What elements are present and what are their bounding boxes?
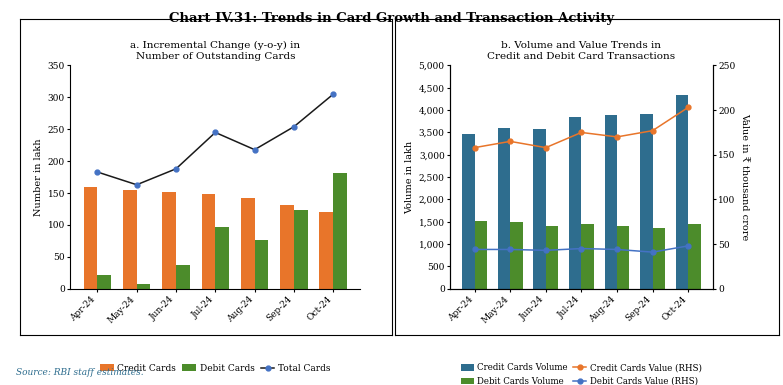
Bar [241, 198, 254, 289]
Bar [201, 194, 215, 289]
Bar [546, 226, 558, 289]
Line: Total Cards: Total Cards [95, 92, 336, 187]
Bar [334, 173, 347, 289]
Bar [582, 224, 594, 289]
Credit Cards Value (RHS) [648, 128, 657, 133]
Bar [294, 210, 308, 289]
Title: b. Volume and Value Trends in
Credit and Debit Card Transactions: b. Volume and Value Trends in Credit and… [487, 41, 676, 60]
Bar [254, 240, 269, 289]
Bar [498, 127, 511, 289]
Credit Cards Value (RHS) [612, 135, 622, 139]
Bar [84, 187, 97, 289]
Bar [215, 227, 229, 289]
Credit Cards Value (RHS) [577, 130, 586, 135]
Total Cards [171, 166, 181, 171]
Line: Credit Cards Value (RHS): Credit Cards Value (RHS) [472, 105, 691, 150]
Bar [137, 284, 150, 289]
Bar [617, 226, 630, 289]
Title: a. Incremental Change (y-o-y) in
Number of Outstanding Cards: a. Incremental Change (y-o-y) in Number … [130, 41, 301, 60]
Bar [569, 117, 582, 289]
Debit Cards Value (RHS) [506, 247, 515, 252]
Bar [474, 221, 487, 289]
Bar [533, 129, 546, 289]
Bar [652, 228, 665, 289]
Total Cards [250, 147, 259, 152]
Bar [176, 265, 189, 289]
Bar [604, 115, 617, 289]
Debit Cards Value (RHS) [541, 248, 550, 253]
Text: Chart IV.31: Trends in Card Growth and Transaction Activity: Chart IV.31: Trends in Card Growth and T… [169, 12, 614, 25]
Debit Cards Value (RHS) [684, 244, 693, 248]
Y-axis label: Volume in lakh: Volume in lakh [406, 141, 414, 214]
Total Cards [132, 182, 142, 187]
Bar [97, 275, 111, 289]
Text: Source: RBI staff estimates.: Source: RBI staff estimates. [16, 368, 143, 377]
Bar [162, 192, 176, 289]
Y-axis label: Value in ₹ thousand crore: Value in ₹ thousand crore [741, 114, 749, 241]
Legend: Credit Cards Volume, Debit Cards Volume, Credit Cards Value (RHS), Debit Cards V: Credit Cards Volume, Debit Cards Volume,… [458, 360, 705, 385]
Debit Cards Value (RHS) [577, 246, 586, 251]
Total Cards [329, 92, 338, 97]
Line: Debit Cards Value (RHS): Debit Cards Value (RHS) [472, 243, 691, 254]
Credit Cards Value (RHS) [506, 139, 515, 144]
Debit Cards Value (RHS) [648, 250, 657, 254]
Y-axis label: Number in lakh: Number in lakh [34, 138, 43, 216]
Total Cards [289, 124, 298, 129]
Total Cards [211, 130, 220, 135]
Bar [676, 95, 688, 289]
Bar [511, 222, 523, 289]
Debit Cards Value (RHS) [612, 247, 622, 252]
Bar [280, 205, 294, 289]
Legend: Credit Cards, Debit Cards, Total Cards: Credit Cards, Debit Cards, Total Cards [96, 360, 334, 377]
Total Cards [92, 170, 102, 174]
Bar [319, 211, 334, 289]
Credit Cards Value (RHS) [684, 105, 693, 110]
Credit Cards Value (RHS) [541, 145, 550, 150]
Debit Cards Value (RHS) [470, 247, 479, 252]
Credit Cards Value (RHS) [470, 145, 479, 150]
Bar [640, 114, 652, 289]
Bar [123, 190, 137, 289]
Bar [462, 134, 474, 289]
Bar [688, 224, 701, 289]
